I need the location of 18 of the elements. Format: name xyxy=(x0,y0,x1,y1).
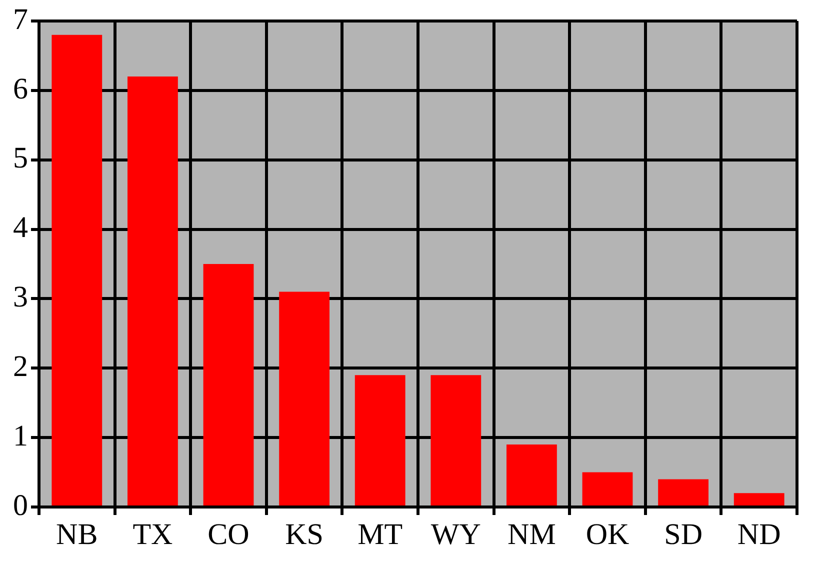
y-tick-label: 5 xyxy=(13,142,28,175)
y-tick-label: 6 xyxy=(13,72,28,106)
x-tick-label: NM xyxy=(508,518,556,551)
x-tick-label: SD xyxy=(664,518,702,551)
x-tick-label: OK xyxy=(586,518,630,551)
y-tick-label: 7 xyxy=(13,2,28,36)
x-tick-label: MT xyxy=(358,518,403,551)
x-tick-label: NB xyxy=(56,518,98,551)
x-tick-label: ND xyxy=(737,518,781,551)
y-tick-label: 4 xyxy=(13,211,28,244)
x-tick-label: CO xyxy=(208,518,250,551)
y-tick-label: 2 xyxy=(13,350,28,384)
y-tick-label: 1 xyxy=(13,419,28,452)
x-tick-label: WY xyxy=(430,518,481,551)
x-tick-label: KS xyxy=(285,518,324,551)
y-tick-label: 0 xyxy=(13,488,28,522)
x-tick-label: TX xyxy=(132,518,174,551)
y-tick-label: 3 xyxy=(13,280,28,314)
